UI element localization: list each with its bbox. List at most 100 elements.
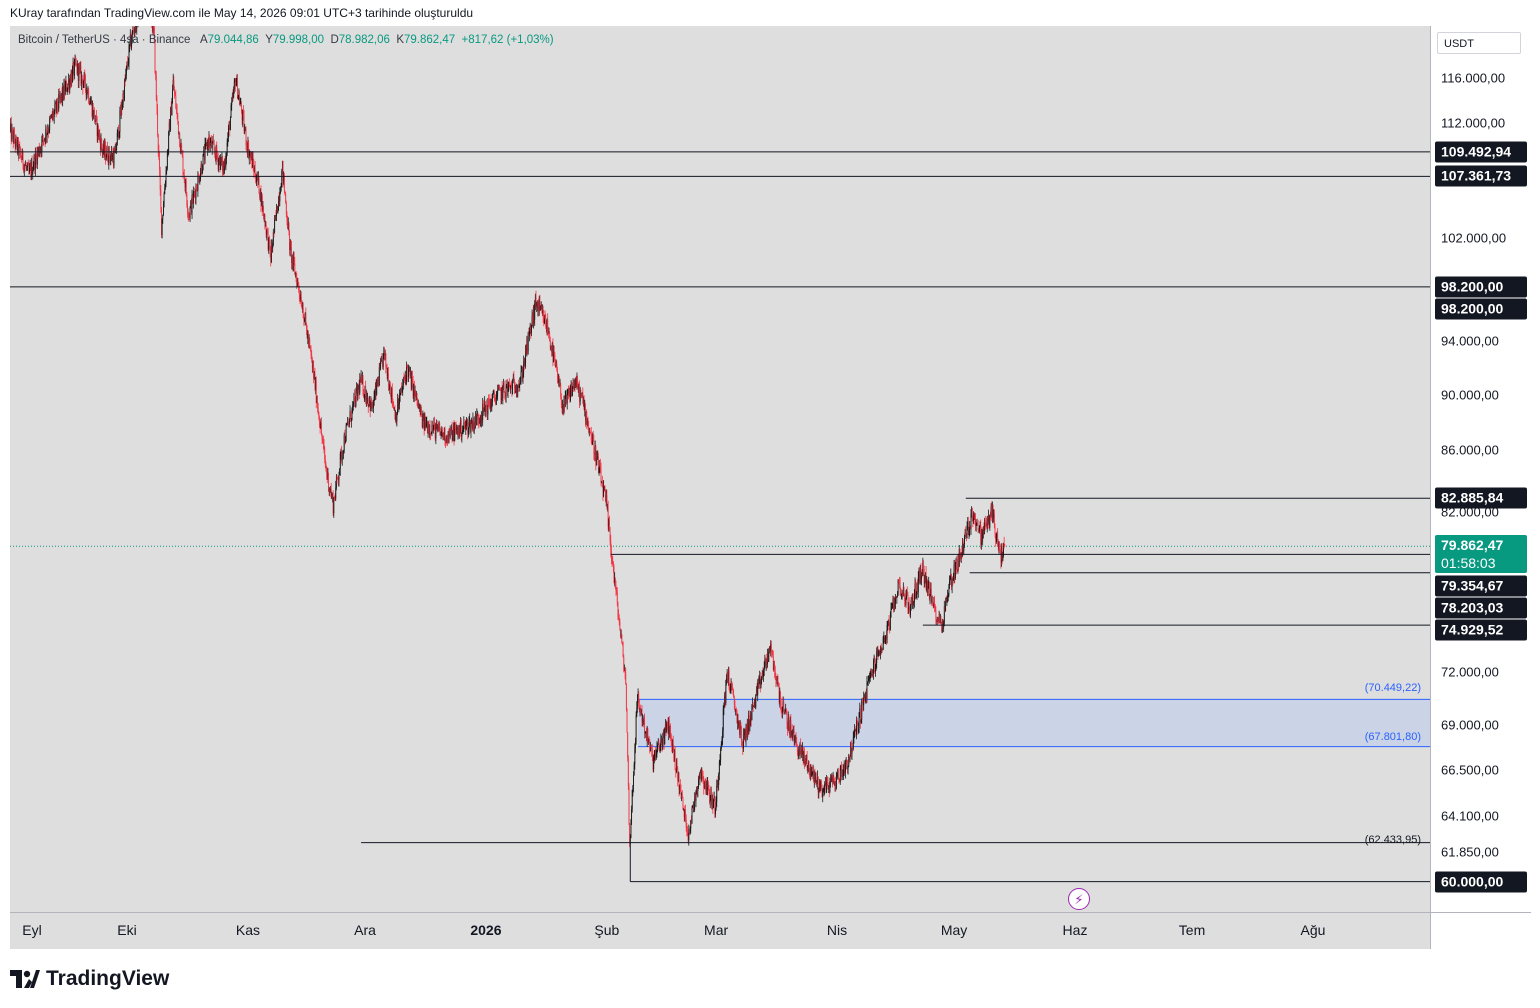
candle-body (162, 206, 164, 216)
candle-body (491, 402, 493, 408)
candle-body (566, 394, 568, 404)
candle-body (902, 593, 904, 595)
candle-body (52, 112, 54, 118)
plot-area[interactable]: Bitcoin / TetherUS · 4sa · Binance A79.0… (10, 26, 1430, 912)
candle-body (609, 530, 611, 541)
candle-body (374, 385, 376, 394)
candle-body (265, 225, 267, 235)
candle-body (852, 737, 854, 749)
candle-body (514, 380, 515, 389)
candle-body (684, 810, 686, 818)
candle-body (360, 375, 362, 383)
axis-corner (1430, 912, 1531, 949)
candle-body (824, 783, 826, 790)
candle-body (288, 223, 290, 231)
candle-body (758, 678, 760, 685)
candle-body (767, 652, 769, 662)
candle-body (331, 495, 333, 497)
currency-button[interactable]: USDT (1437, 32, 1521, 54)
candle-body (651, 747, 653, 751)
candle-body (847, 766, 849, 770)
candle-body (423, 414, 424, 418)
candle-body (58, 94, 60, 99)
candle-body (480, 415, 482, 421)
candle-body (50, 117, 52, 118)
candle-body (579, 392, 581, 402)
candle-body (928, 581, 930, 586)
tradingview-logo[interactable]: TradingView (10, 964, 169, 994)
candle-body (119, 110, 121, 132)
candle-body (307, 334, 309, 344)
candle-body (673, 750, 675, 762)
candle-body (670, 735, 672, 740)
candle-body (947, 595, 949, 597)
candle-body (529, 330, 530, 336)
bolt-icon[interactable]: ⚡ (1068, 888, 1090, 910)
candle-body (901, 593, 903, 596)
candle-body (403, 378, 405, 379)
candle-body (615, 585, 617, 592)
candle-body (720, 748, 722, 761)
candle-body (13, 132, 15, 143)
candle-body (688, 829, 690, 831)
candle-body (70, 73, 72, 86)
candle-body (483, 408, 485, 412)
candle-body (996, 531, 998, 537)
candle-body (936, 620, 938, 622)
candle-body (57, 98, 58, 109)
level-price-label: 98.200,00 (1435, 298, 1527, 320)
candle-body (569, 388, 571, 401)
candle-body (833, 776, 835, 781)
candle-body (93, 110, 95, 118)
candle-body (849, 756, 851, 761)
candle-body (381, 358, 383, 361)
candle-body (237, 95, 239, 99)
candle-body (586, 411, 588, 424)
candle-body (292, 255, 294, 265)
candle-body (114, 151, 116, 154)
candle-body (995, 533, 997, 540)
candle-body (159, 157, 160, 171)
candle-body (75, 59, 77, 64)
candle-body (780, 691, 781, 704)
candle-body (954, 565, 956, 579)
candle-body (488, 400, 490, 406)
candle-body (218, 160, 220, 167)
candlestick-chart[interactable] (10, 26, 1430, 912)
price-axis[interactable]: USDT 116.000,00 112.000,00 102.000,00 94.00… (1430, 26, 1531, 912)
candle-body (561, 405, 563, 409)
candle-body (512, 377, 514, 381)
candle-body (404, 378, 406, 380)
candle-body (301, 306, 303, 308)
legend-symbol[interactable]: Bitcoin / TetherUS · 4sa · Binance (18, 34, 191, 46)
candle-body (861, 700, 863, 702)
candle-body (446, 436, 448, 441)
candle-body (232, 95, 234, 98)
candle-body (517, 386, 519, 393)
candle-body (114, 144, 116, 154)
candle-body (549, 340, 551, 349)
candle-body (265, 225, 266, 227)
candle-body (55, 103, 57, 111)
candle-body (372, 402, 374, 408)
candle-body (161, 207, 162, 235)
candle-body (88, 102, 90, 105)
time-axis[interactable]: Eyl Eki Kas Ara 2026 Şub Mar Nis May Haz Tem Ağu (10, 912, 1430, 949)
candle-body (841, 770, 843, 777)
candle-body (837, 769, 839, 779)
candle-body (802, 747, 804, 755)
candle-body (173, 80, 175, 90)
candle-body (825, 782, 827, 793)
candle-body (215, 146, 217, 161)
candle-body (67, 83, 69, 90)
candle-body (183, 172, 185, 175)
candle-body (742, 745, 744, 749)
candle-body (419, 406, 421, 415)
candle-body (181, 151, 183, 156)
candle-body (688, 829, 690, 841)
candle-body (850, 742, 852, 755)
candle-body (575, 380, 577, 386)
candle-body (306, 330, 308, 339)
candle-body (76, 64, 78, 74)
candle-body (716, 785, 718, 802)
